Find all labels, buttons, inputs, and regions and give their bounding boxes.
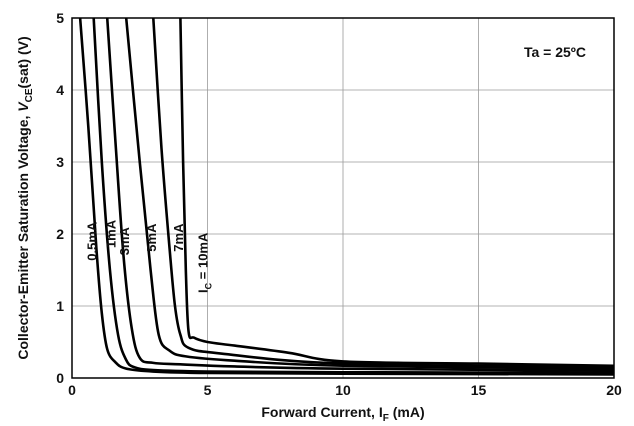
y-axis-ticks: 0 1 2 3 4 5 xyxy=(56,10,64,386)
curve-series-2 xyxy=(105,18,614,373)
x-tick-label: 20 xyxy=(606,382,622,398)
series-label-2: 3mA xyxy=(117,227,132,256)
series-label-4: 7mA xyxy=(171,223,186,252)
x-axis-label-tail: (mA) xyxy=(389,404,425,420)
series-label-3: 5mA xyxy=(144,223,159,252)
series-label-1: 1mA xyxy=(103,219,118,248)
x-tick-label: 10 xyxy=(335,382,351,398)
ic-label-pre: I xyxy=(196,289,211,293)
y-axis-label-tail: (sat) (V) xyxy=(15,36,31,88)
temperature-annotation: Ta = 25ºC xyxy=(524,44,586,60)
curve-series-4 xyxy=(152,18,614,369)
y-axis-label-sub: CE xyxy=(24,88,35,102)
y-tick-label: 2 xyxy=(56,226,64,242)
y-tick-label: 3 xyxy=(56,154,64,170)
x-tick-label: 15 xyxy=(471,382,487,398)
curve-series-0 xyxy=(78,18,614,376)
y-tick-label: 1 xyxy=(56,298,64,314)
series-label-0: 0.5mA xyxy=(84,221,99,261)
ic-label-post: = 10mA xyxy=(196,232,211,283)
x-axis-label-sub: F xyxy=(383,413,389,424)
y-axis-label-main: Collector-Emitter Saturation Voltage, xyxy=(15,112,31,360)
curve-series-1 xyxy=(92,18,614,375)
grid-lines xyxy=(72,18,614,378)
y-axis-label: Collector-Emitter Saturation Voltage, VC… xyxy=(15,36,35,359)
y-axis-label-v: V xyxy=(15,101,31,112)
curves xyxy=(78,18,614,376)
x-axis-ticks: 0 5 10 15 20 xyxy=(68,382,622,398)
ic-label-sub: C xyxy=(204,282,214,289)
plot-frame xyxy=(71,17,615,379)
y-tick-label: 5 xyxy=(56,10,64,26)
ic-label: IC = 10mA xyxy=(196,232,214,293)
x-tick-label: 0 xyxy=(68,382,76,398)
x-tick-label: 5 xyxy=(204,382,212,398)
y-tick-label: 4 xyxy=(56,82,64,98)
x-axis-label-main: Forward Current, I xyxy=(261,404,382,420)
curve-series-5 xyxy=(179,18,614,368)
curve-series-3 xyxy=(124,18,614,370)
y-tick-label: 0 xyxy=(56,370,64,386)
x-axis-label: Forward Current, IF (mA) xyxy=(261,404,424,424)
